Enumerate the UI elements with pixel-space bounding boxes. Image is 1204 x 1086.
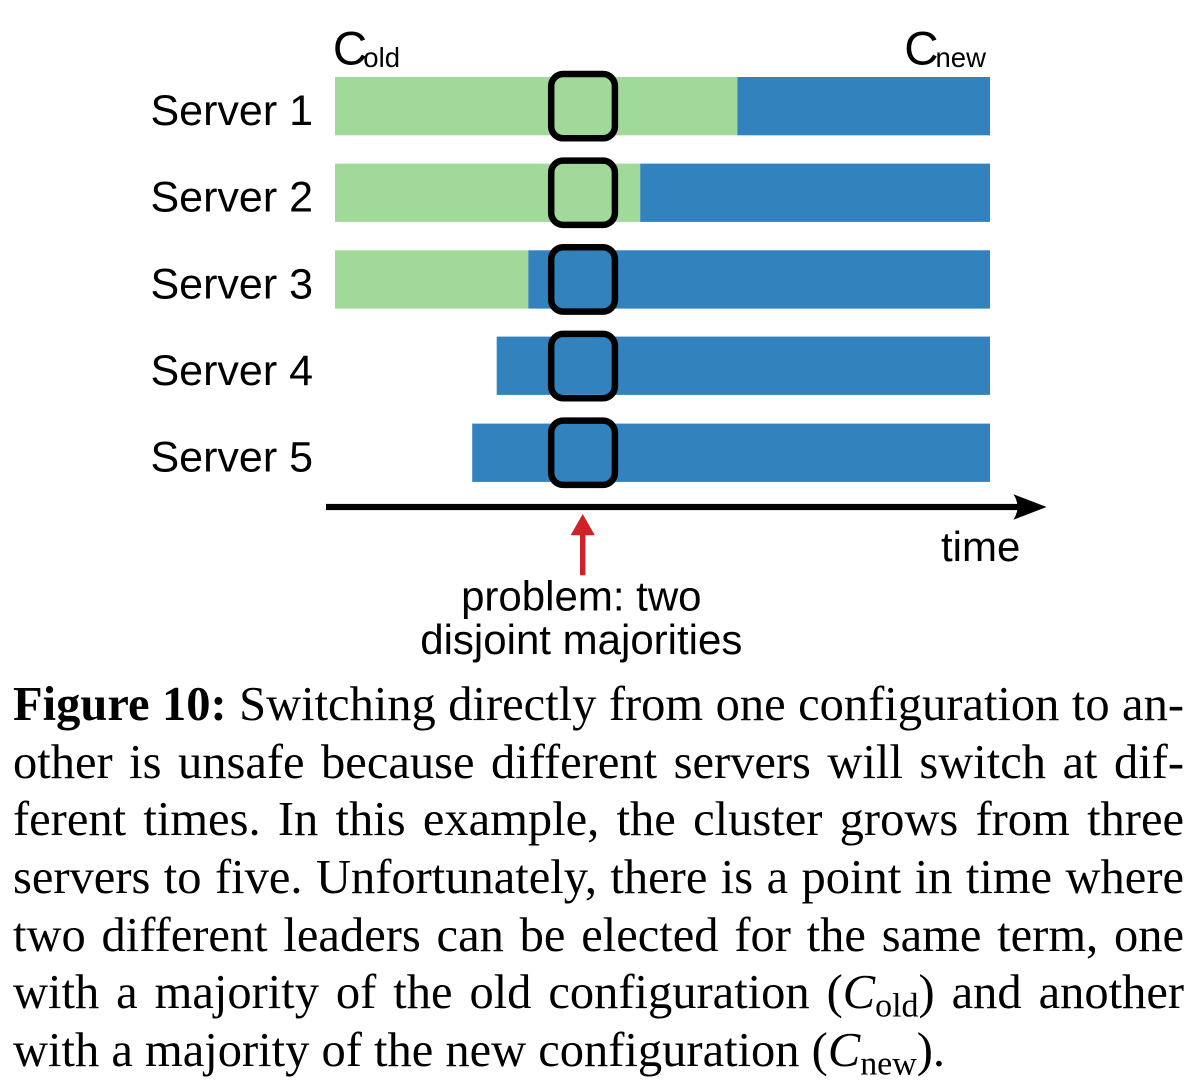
svg-text:C: C (333, 22, 367, 75)
svg-text:disjoint majorities: disjoint majorities (420, 616, 742, 663)
svg-text:Server 1: Server 1 (151, 87, 314, 135)
svg-text:new: new (936, 42, 987, 73)
svg-text:old: old (363, 42, 400, 73)
svg-text:Server 4: Server 4 (151, 347, 314, 395)
svg-text:Server 5: Server 5 (151, 434, 314, 482)
svg-text:C: C (904, 22, 938, 75)
svg-text:time: time (941, 523, 1020, 570)
svg-text:problem: two: problem: two (461, 573, 701, 620)
svg-text:Server 2: Server 2 (151, 174, 314, 222)
svg-text:Server 3: Server 3 (151, 260, 314, 308)
